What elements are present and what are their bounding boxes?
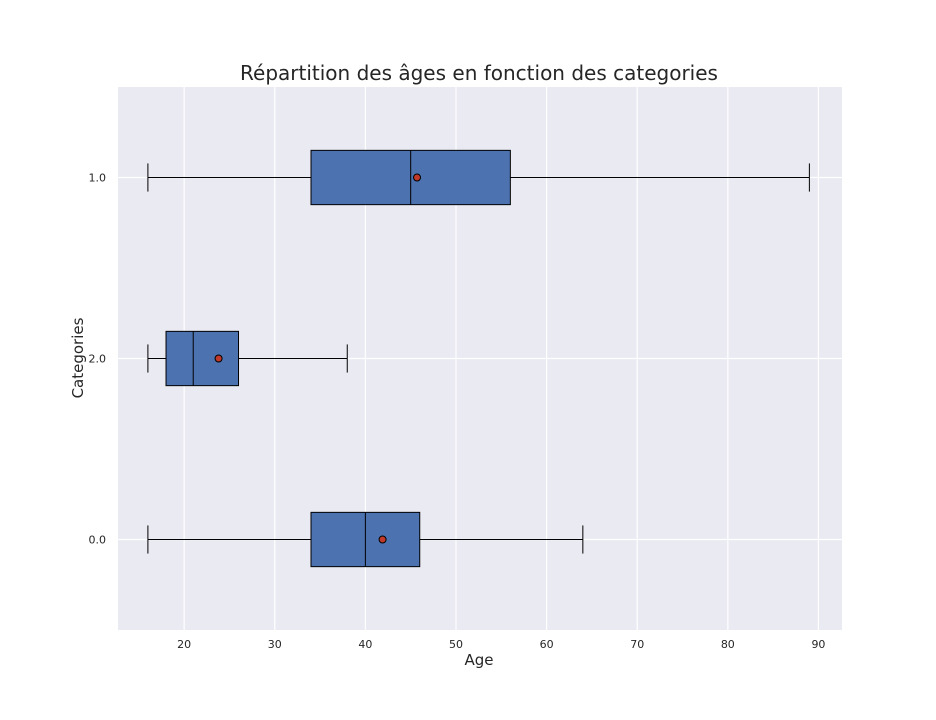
x-tick-label: 20: [177, 638, 191, 651]
mean-marker: [214, 354, 223, 363]
x-tick-label: 50: [449, 638, 463, 651]
tick-labels: 20 30 40 50 60 70 80 90 0.0 2.0 1.0: [89, 172, 826, 652]
x-axis-label: Age: [464, 651, 493, 669]
x-tick-label: 70: [630, 638, 644, 651]
y-tick-label: 0.0: [89, 534, 107, 547]
boxes-layer: [147, 149, 810, 568]
chart-title: Répartition des âges en fonction des cat…: [240, 61, 718, 85]
mean-marker: [378, 535, 387, 544]
x-tick-label: 80: [721, 638, 735, 651]
box-iqr: [165, 330, 240, 387]
x-tick-label: 40: [358, 638, 372, 651]
x-tick-label: 90: [811, 638, 825, 651]
mean-marker: [413, 173, 422, 182]
x-tick-label: 30: [268, 638, 282, 651]
y-tick-label: 2.0: [89, 353, 107, 366]
x-tick-label: 60: [540, 638, 554, 651]
y-axis-label: Categories: [69, 317, 87, 398]
y-tick-label: 1.0: [89, 172, 107, 185]
